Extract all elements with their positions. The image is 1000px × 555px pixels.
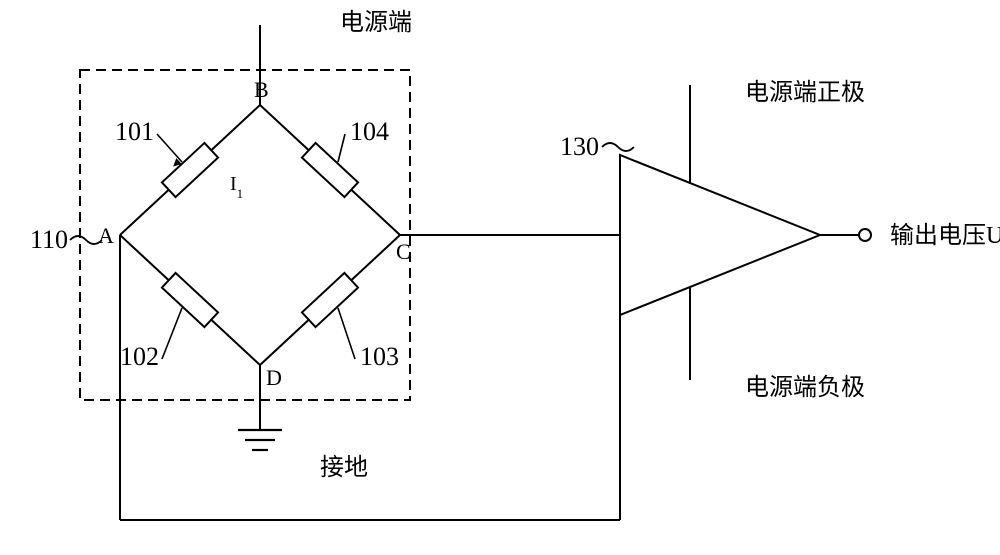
ground-symbol: 接地 (238, 365, 368, 481)
label-130: 130 (560, 132, 599, 161)
amp-power-neg-label: 电源端负极 (745, 374, 865, 401)
output-label: 输出电压U0 (890, 222, 1000, 255)
leader-101 (157, 134, 182, 162)
label-101: 101 (115, 117, 154, 146)
node-b-label: B (254, 77, 269, 102)
leader-102 (162, 308, 182, 359)
amplifier: 电源端正极电源端负极 130 (400, 79, 865, 401)
output-terminal: 输出电压U0 (820, 222, 1000, 255)
label-103: 103 (360, 342, 399, 371)
label-102: 102 (120, 342, 159, 371)
feedback-wire (120, 235, 620, 520)
label-110: 110 (30, 225, 68, 254)
ground-label: 接地 (320, 454, 368, 481)
label-104: 104 (350, 117, 389, 146)
node-d-label: D (266, 365, 282, 390)
leader-104 (338, 134, 345, 162)
output-terminal-icon (859, 229, 871, 241)
leader-103 (338, 308, 355, 359)
node-a-label: A (98, 223, 114, 248)
node-c-label: C (396, 239, 411, 264)
amp-power-pos-label: 电源端正极 (745, 79, 865, 106)
circuit-diagram: A B C D I1 电源端 接地 电源端正极电源端负极 130 输出电压U0 110 10… (0, 0, 1000, 555)
power-top-wire: 电源端 (260, 9, 412, 105)
power-top-label: 电源端 (340, 9, 412, 36)
current-label: I1 (230, 173, 243, 201)
amp-triangle-icon (620, 155, 820, 315)
leader-130-icon (602, 143, 634, 151)
